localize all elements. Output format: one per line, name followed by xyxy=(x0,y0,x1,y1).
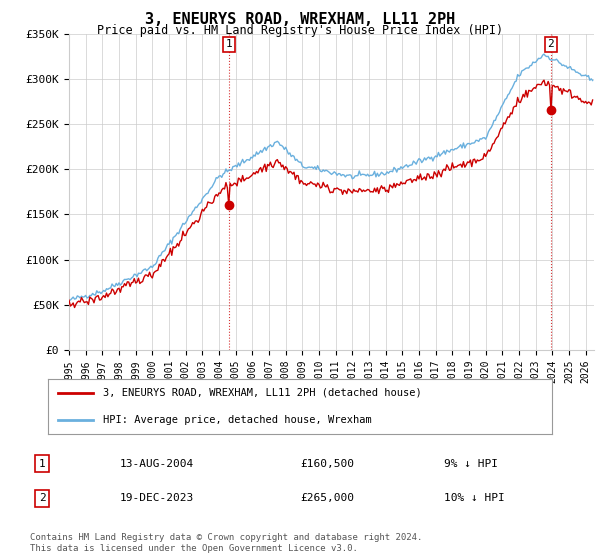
Text: 3, ENEURYS ROAD, WREXHAM, LL11 2PH: 3, ENEURYS ROAD, WREXHAM, LL11 2PH xyxy=(145,12,455,27)
Text: Contains HM Land Registry data © Crown copyright and database right 2024.
This d: Contains HM Land Registry data © Crown c… xyxy=(30,533,422,553)
Text: 2: 2 xyxy=(38,493,46,503)
Text: HPI: Average price, detached house, Wrexham: HPI: Average price, detached house, Wrex… xyxy=(103,416,372,425)
Text: 3, ENEURYS ROAD, WREXHAM, LL11 2PH (detached house): 3, ENEURYS ROAD, WREXHAM, LL11 2PH (deta… xyxy=(103,388,422,398)
Text: 13-AUG-2004: 13-AUG-2004 xyxy=(120,459,194,469)
Text: 10% ↓ HPI: 10% ↓ HPI xyxy=(444,493,505,503)
Text: £160,500: £160,500 xyxy=(300,459,354,469)
Text: £265,000: £265,000 xyxy=(300,493,354,503)
Text: 19-DEC-2023: 19-DEC-2023 xyxy=(120,493,194,503)
Text: 9% ↓ HPI: 9% ↓ HPI xyxy=(444,459,498,469)
Text: Price paid vs. HM Land Registry's House Price Index (HPI): Price paid vs. HM Land Registry's House … xyxy=(97,24,503,37)
Text: 1: 1 xyxy=(38,459,46,469)
Text: 1: 1 xyxy=(226,39,232,49)
Text: 2: 2 xyxy=(548,39,554,49)
